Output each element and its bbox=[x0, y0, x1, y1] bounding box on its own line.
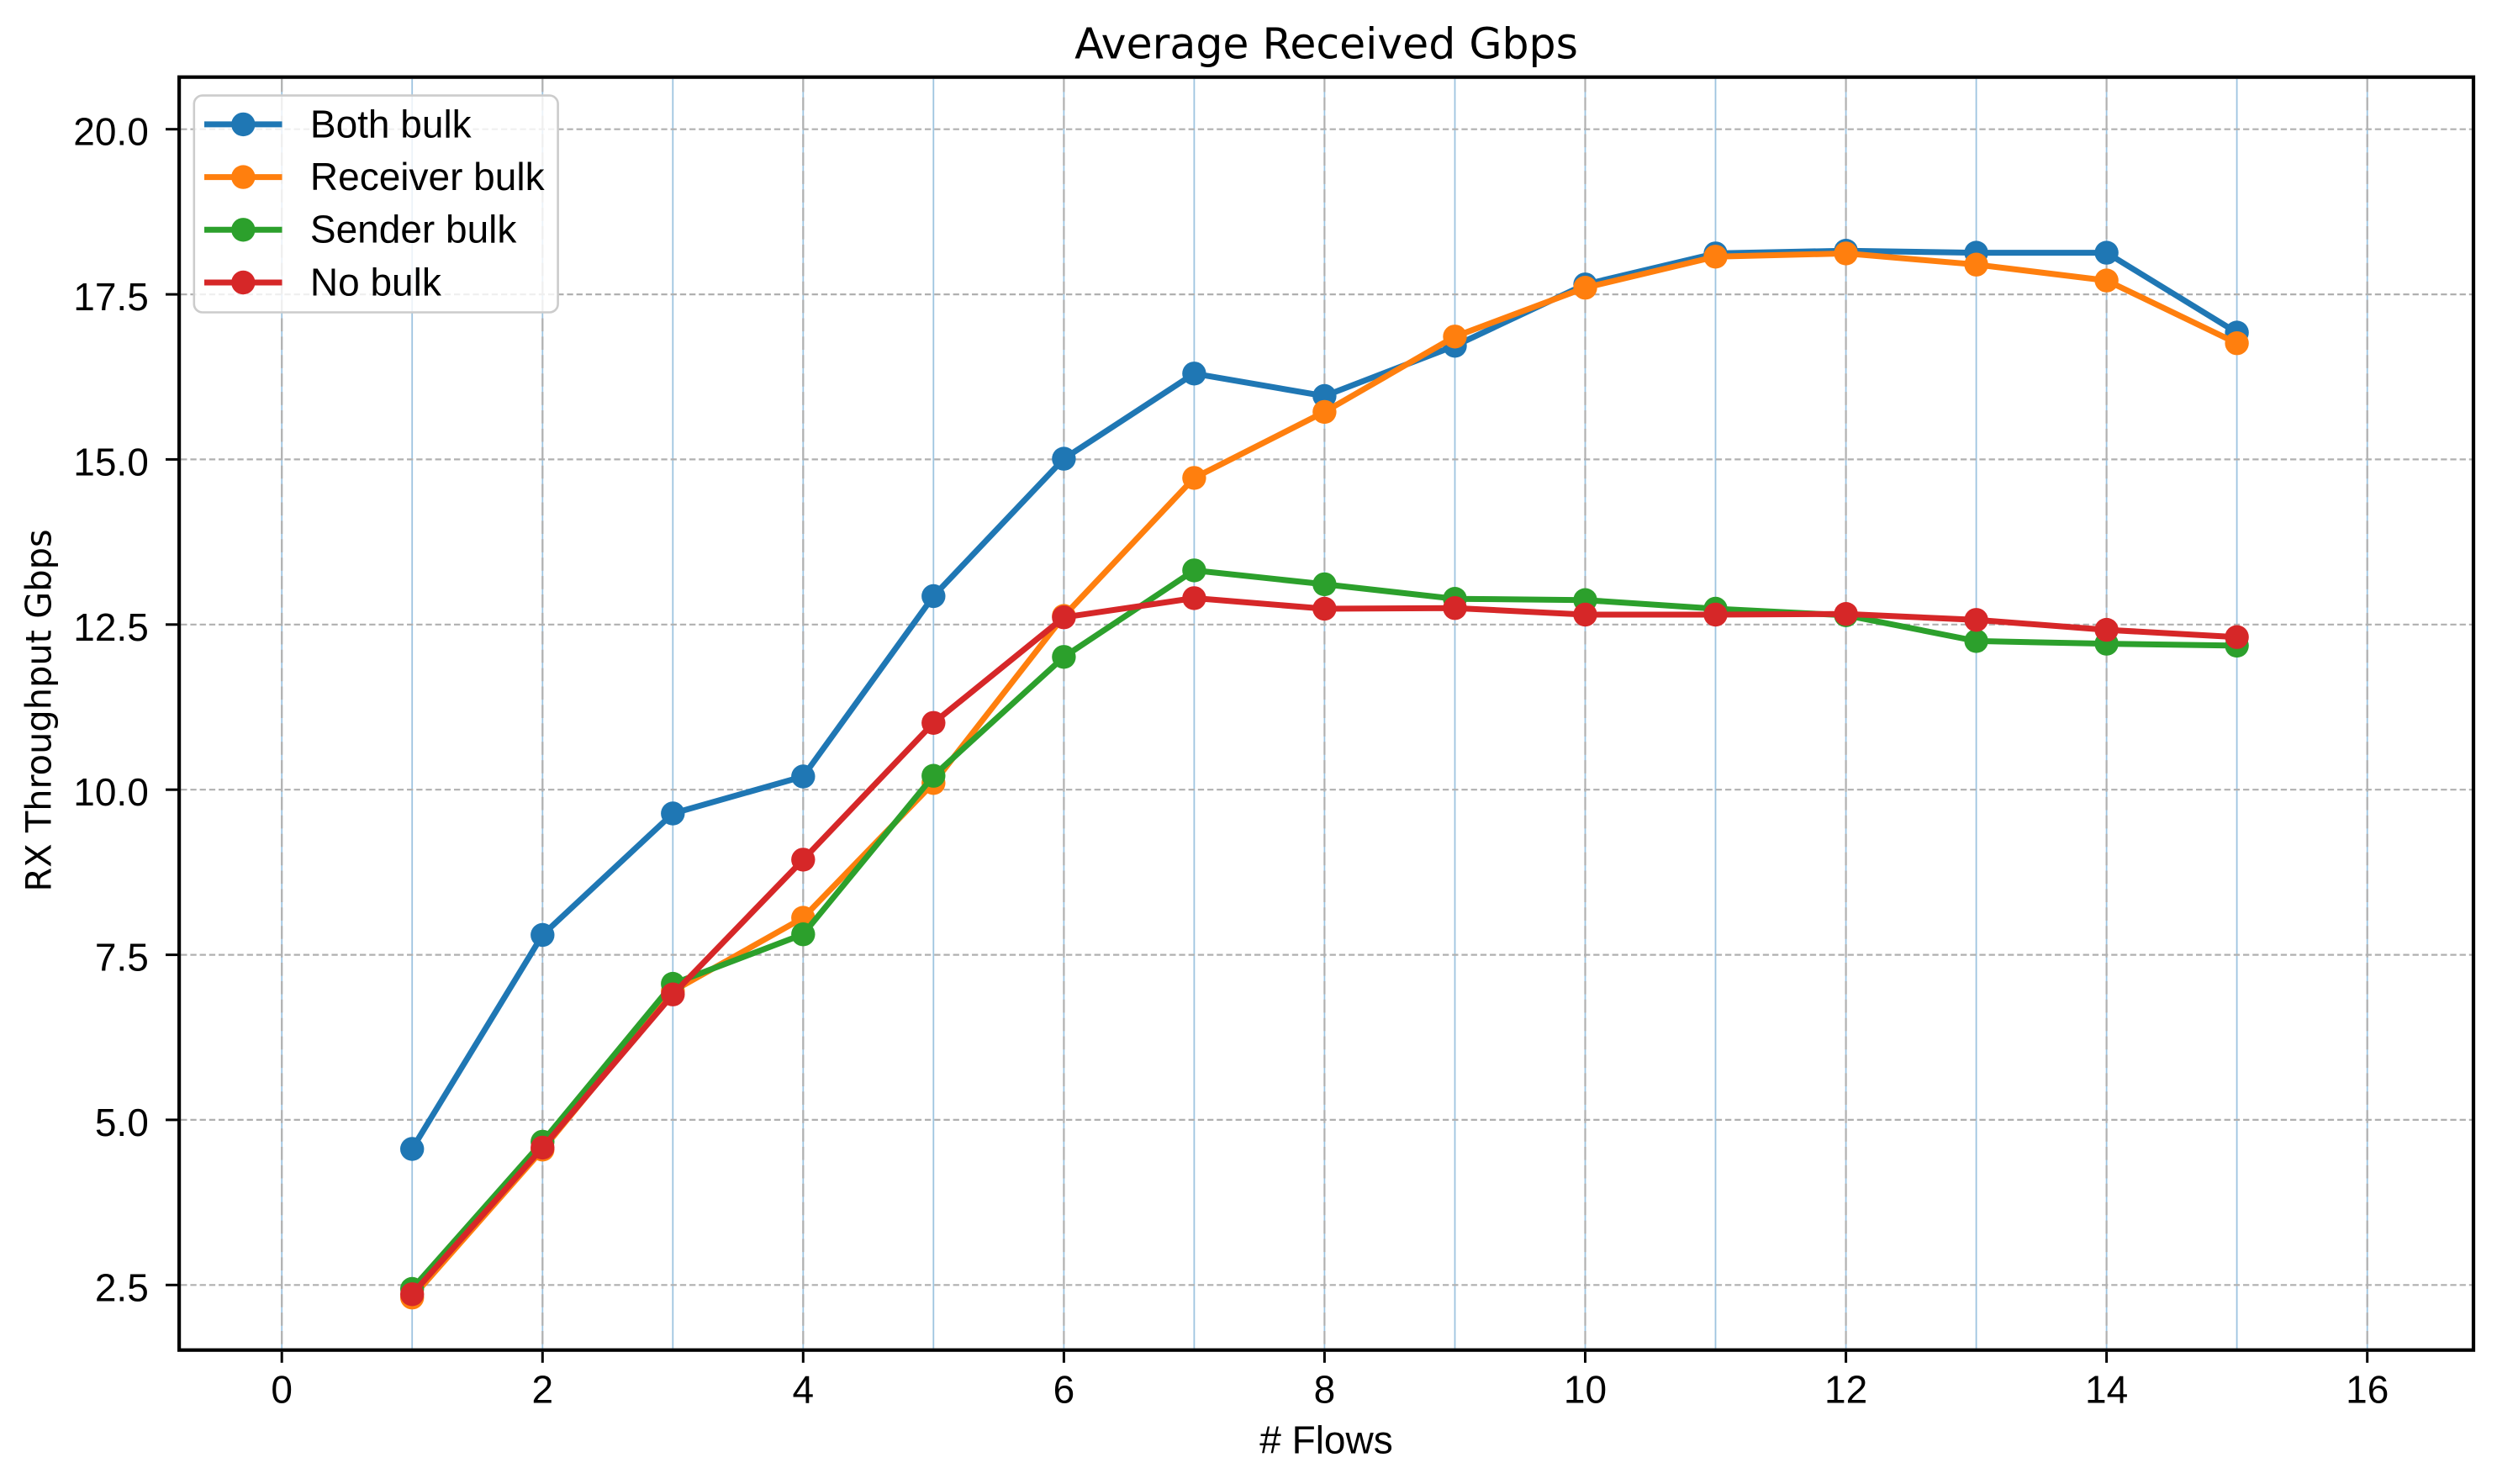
svg-text:5.0: 5.0 bbox=[95, 1101, 149, 1144]
svg-text:Average Received Gbps: Average Received Gbps bbox=[1074, 19, 1578, 69]
svg-text:Sender bulk: Sender bulk bbox=[310, 208, 517, 251]
svg-text:4: 4 bbox=[793, 1368, 815, 1412]
svg-text:12: 12 bbox=[1824, 1368, 1867, 1412]
svg-text:7.5: 7.5 bbox=[95, 936, 149, 980]
svg-text:14: 14 bbox=[2085, 1368, 2128, 1412]
svg-text:8: 8 bbox=[1314, 1368, 1336, 1412]
svg-text:17.5: 17.5 bbox=[73, 275, 149, 319]
svg-text:0: 0 bbox=[271, 1368, 293, 1412]
svg-text:# Flows: # Flows bbox=[1259, 1418, 1392, 1462]
svg-text:20.0: 20.0 bbox=[73, 110, 149, 154]
svg-text:15.0: 15.0 bbox=[73, 440, 149, 483]
svg-text:10: 10 bbox=[1564, 1368, 1607, 1412]
svg-text:6: 6 bbox=[1053, 1368, 1075, 1412]
svg-text:16: 16 bbox=[2346, 1368, 2389, 1412]
svg-text:2.5: 2.5 bbox=[95, 1265, 149, 1309]
svg-text:2: 2 bbox=[532, 1368, 554, 1412]
svg-text:No bulk: No bulk bbox=[310, 260, 442, 304]
svg-text:10.0: 10.0 bbox=[73, 770, 149, 814]
svg-text:Receiver bulk: Receiver bulk bbox=[310, 155, 546, 198]
svg-text:12.5: 12.5 bbox=[73, 605, 149, 649]
svg-text:Both bulk: Both bulk bbox=[310, 102, 472, 145]
svg-text:RX Throughput Gbps: RX Throughput Gbps bbox=[18, 529, 60, 891]
